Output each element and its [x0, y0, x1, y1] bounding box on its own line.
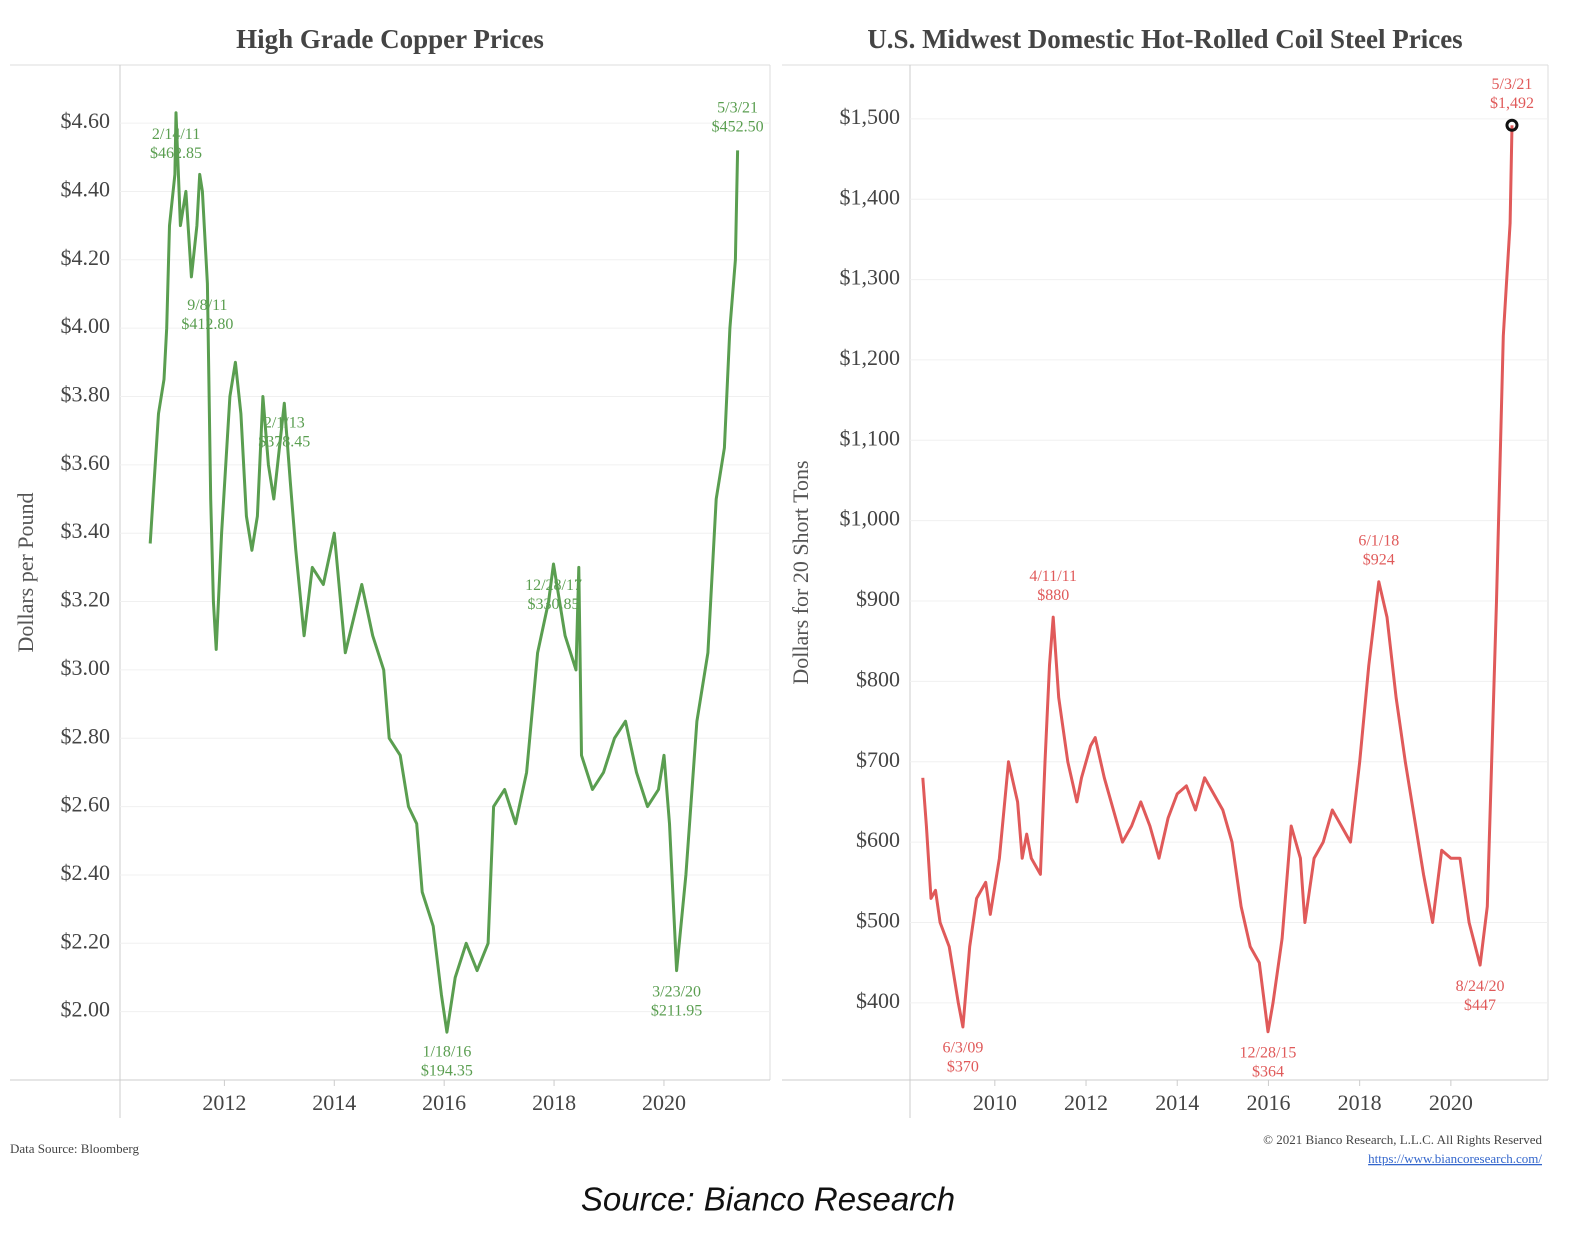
annotation-date: 2/14/11 [152, 126, 200, 143]
annotation-label: $211.95 [651, 1002, 702, 1019]
y-axis-title: Dollars for 20 Short Tons [788, 460, 813, 684]
y-tick-label: $2.00 [61, 997, 111, 1022]
annotation-date: 12/28/17 [525, 577, 582, 594]
y-tick-label: $3.40 [61, 518, 111, 543]
annotation-label: $412.80 [181, 316, 233, 333]
url[interactable]: https://www.biancoresearch.com/ [1368, 1151, 1542, 1166]
y-tick-label: $900 [856, 586, 900, 611]
x-tick-label: 2012 [202, 1090, 246, 1115]
y-tick-label: $1,300 [840, 265, 901, 290]
annotation-label: $364 [1252, 1063, 1284, 1080]
x-tick-label: 2020 [642, 1090, 686, 1115]
y-tick-label: $500 [856, 908, 900, 933]
annotation-label: $447 [1464, 997, 1496, 1014]
annotation-date: 9/8/11 [187, 297, 227, 314]
x-tick-label: 2014 [1155, 1090, 1199, 1115]
y-tick-label: $1,100 [840, 425, 901, 450]
y-tick-label: $1,500 [840, 104, 901, 129]
y-tick-label: $2.80 [61, 723, 111, 748]
annotation-label: $452.50 [712, 118, 764, 135]
annotation-date: 6/3/09 [942, 1040, 983, 1057]
annotation-date: 8/24/20 [1456, 978, 1505, 995]
y-tick-label: $2.60 [61, 792, 111, 817]
annotation-label: $462.85 [150, 145, 202, 162]
y-tick-label: $800 [856, 666, 900, 691]
annotation-label: $370 [947, 1059, 979, 1076]
annotation-date: 3/23/20 [652, 983, 701, 1000]
annotation-date: 1/18/16 [422, 1044, 471, 1061]
y-tick-label: $4.60 [61, 108, 111, 133]
y-tick-label: $3.60 [61, 450, 111, 475]
annotation-date: 6/1/18 [1358, 532, 1399, 549]
highlight-marker [1505, 118, 1519, 132]
x-tick-label: 2018 [1338, 1090, 1382, 1115]
annotation-label: $880 [1037, 587, 1069, 604]
annotation-label: $378.45 [258, 433, 310, 450]
y-tick-label: $3.80 [61, 382, 111, 407]
y-tick-label: $3.00 [61, 655, 111, 680]
chart-title: High Grade Copper Prices [236, 24, 544, 54]
annotation-date: 2/1/13 [264, 414, 305, 431]
x-tick-label: 2014 [312, 1090, 356, 1115]
annotation-label: $330.85 [528, 596, 580, 613]
y-tick-label: $1,200 [840, 345, 901, 370]
caption: Source: Bianco Research [581, 1181, 955, 1218]
data-source: Data Source: Bloomberg [10, 1141, 140, 1156]
x-tick-label: 2012 [1064, 1090, 1108, 1115]
y-tick-label: $4.20 [61, 245, 111, 270]
x-tick-label: 2016 [1246, 1090, 1290, 1115]
x-tick-label: 2018 [532, 1090, 576, 1115]
y-axis-title: Dollars per Pound [13, 492, 38, 652]
x-tick-label: 2010 [973, 1090, 1017, 1115]
annotation-date: 4/11/11 [1029, 568, 1077, 585]
y-tick-label: $1,000 [840, 506, 901, 531]
y-tick-label: $2.40 [61, 860, 111, 885]
annotation-label: $1,492 [1490, 95, 1534, 112]
line [921, 125, 1514, 1034]
y-tick-label: $700 [856, 747, 900, 772]
x-tick-label: 2020 [1429, 1090, 1473, 1115]
annotation-label: $194.35 [421, 1063, 473, 1080]
x-tick-label: 2016 [422, 1090, 466, 1115]
line [148, 111, 740, 1034]
annotation-date: 5/3/21 [717, 99, 758, 116]
copyright: © 2021 Bianco Research, L.L.C. All Right… [1263, 1132, 1542, 1147]
chart-title: U.S. Midwest Domestic Hot-Rolled Coil St… [867, 24, 1462, 54]
y-tick-label: $4.40 [61, 176, 111, 201]
y-tick-label: $400 [856, 988, 900, 1013]
y-tick-label: $600 [856, 827, 900, 852]
annotation-date: 12/28/15 [1240, 1044, 1297, 1061]
y-tick-label: $4.00 [61, 313, 111, 338]
y-tick-label: $2.20 [61, 928, 111, 953]
annotation-date: 5/3/21 [1492, 76, 1533, 93]
y-tick-label: $3.20 [61, 587, 111, 612]
annotation-label: $924 [1363, 551, 1395, 568]
y-tick-label: $1,400 [840, 184, 901, 209]
